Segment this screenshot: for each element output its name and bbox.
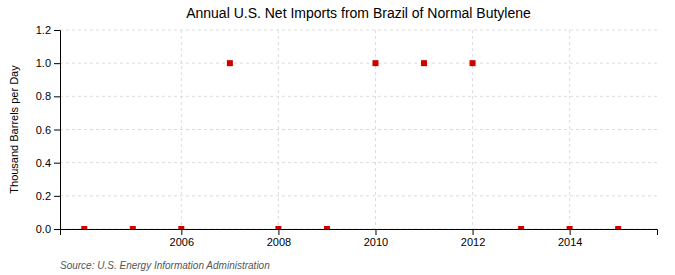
y-axis: 0.0 0.2 0.4 0.6 0.8 1.0 1.2 bbox=[36, 24, 61, 235]
tick-label: 2010 bbox=[364, 236, 388, 248]
tick: 1.2 bbox=[36, 24, 60, 36]
tick: 0.4 bbox=[36, 157, 60, 169]
tick-mark bbox=[375, 229, 376, 235]
tick-mark bbox=[54, 63, 60, 64]
point bbox=[227, 60, 233, 66]
tick: 0.2 bbox=[36, 190, 60, 202]
tick-label: 2014 bbox=[558, 236, 582, 248]
grid-line bbox=[181, 30, 182, 229]
point bbox=[81, 226, 87, 229]
point bbox=[567, 226, 573, 229]
tick: 2012 bbox=[461, 229, 485, 248]
tick: 0.8 bbox=[36, 90, 60, 102]
point bbox=[421, 60, 427, 66]
source-note: Source: U.S. Energy Information Administ… bbox=[60, 260, 270, 271]
tick-label: 2008 bbox=[267, 236, 291, 248]
title: Annual U.S. Net Imports from Brazil of N… bbox=[186, 5, 531, 21]
tick: 0.0 bbox=[36, 223, 60, 235]
point bbox=[615, 226, 621, 229]
tick: 2014 bbox=[558, 229, 582, 248]
tick-mark bbox=[54, 96, 60, 97]
point bbox=[518, 226, 524, 229]
axis-line bbox=[54, 31, 61, 230]
tick-label: 2012 bbox=[461, 236, 485, 248]
tick-label: 0.4 bbox=[36, 157, 51, 169]
point bbox=[372, 60, 378, 66]
tick: 2010 bbox=[364, 229, 388, 248]
points bbox=[81, 60, 621, 229]
point bbox=[130, 226, 136, 229]
tick: 1.0 bbox=[36, 57, 60, 69]
tick-mark bbox=[278, 229, 279, 235]
x-axis: 2006 2008 2010 2012 2014 bbox=[61, 229, 658, 248]
axis-line bbox=[61, 230, 658, 236]
point bbox=[470, 60, 476, 66]
tick: 2006 bbox=[170, 229, 194, 248]
grid-line bbox=[375, 30, 376, 229]
plot-area: 2006 2008 2010 2012 2014 0.0 0.2 0.4 0.6 0.8 1.0 1.… bbox=[36, 24, 658, 248]
tick-mark bbox=[54, 196, 60, 197]
tick-mark bbox=[54, 30, 60, 31]
tick-mark bbox=[54, 130, 60, 131]
grid-line bbox=[472, 30, 473, 229]
grid-line bbox=[60, 195, 657, 196]
grid bbox=[60, 30, 657, 229]
tick-label: 0.0 bbox=[36, 223, 51, 235]
grid-line bbox=[60, 63, 657, 64]
grid-line bbox=[60, 30, 657, 31]
tick-label: 0.6 bbox=[36, 124, 51, 136]
point bbox=[324, 226, 330, 229]
tick-mark bbox=[181, 229, 182, 235]
tick: 0.6 bbox=[36, 124, 60, 136]
tick-label: 0.2 bbox=[36, 190, 51, 202]
tick-mark bbox=[473, 229, 474, 235]
tick-label: 1.2 bbox=[36, 24, 51, 36]
tick-mark bbox=[570, 229, 571, 235]
tick-label: 1.0 bbox=[36, 57, 51, 69]
tick-mark bbox=[54, 229, 60, 230]
grid-line bbox=[60, 96, 657, 97]
tick-label: 2006 bbox=[170, 236, 194, 248]
point bbox=[178, 226, 184, 229]
grid-line bbox=[60, 162, 657, 163]
tick: 2008 bbox=[267, 229, 291, 248]
tick-mark bbox=[54, 163, 60, 164]
grid-line bbox=[60, 129, 657, 130]
point bbox=[275, 226, 281, 229]
tick-label: 0.8 bbox=[36, 90, 51, 102]
y-axis-title: Thousand Barrels per Day bbox=[8, 65, 20, 194]
chart: 2006 2008 2010 2012 2014 0.0 0.2 0.4 0.6 0.8 1.0 1.… bbox=[0, 0, 675, 275]
grid-line bbox=[569, 30, 570, 229]
grid-line bbox=[278, 30, 279, 229]
